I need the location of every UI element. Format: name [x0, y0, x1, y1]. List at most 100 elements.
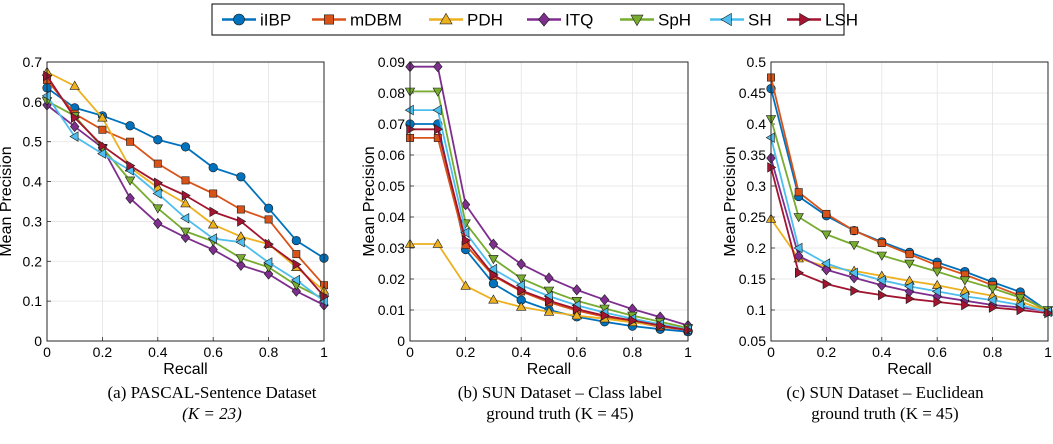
data-point — [933, 296, 943, 308]
y-tick-label: 0.3 — [747, 178, 767, 194]
y-tick-label: 0.06 — [378, 147, 405, 163]
series-sh — [41, 90, 328, 307]
data-point — [125, 121, 135, 131]
data-point — [850, 285, 860, 297]
data-point — [320, 291, 330, 302]
y-tick-label: 0.35 — [739, 147, 766, 163]
data-point — [987, 294, 997, 306]
data-point — [571, 310, 583, 320]
data-point — [931, 286, 941, 297]
data-point — [152, 204, 164, 214]
y-tick-label: 0.2 — [23, 253, 43, 269]
data-point — [793, 242, 803, 254]
caption-b-line2: ground truth (K = 45) — [486, 404, 634, 423]
caption-c: (c) SUN Dataset – Euclidean ground truth… — [735, 382, 1035, 424]
y-tick-label: 0.4 — [747, 116, 767, 132]
data-point — [263, 257, 273, 268]
plot-frame — [770, 61, 1049, 342]
data-point — [876, 251, 888, 261]
data-point — [154, 177, 164, 189]
legend-entry-sh: SH — [710, 11, 772, 30]
data-point — [235, 254, 247, 264]
data-point — [959, 291, 969, 302]
data-point — [98, 125, 107, 134]
data-point — [488, 294, 499, 304]
data-point — [180, 231, 191, 243]
legend-marker — [439, 12, 453, 25]
plot-frame — [46, 61, 325, 342]
data-point — [432, 104, 442, 116]
data-point — [69, 80, 80, 90]
data-point — [821, 230, 832, 240]
data-point — [263, 268, 274, 280]
data-point — [236, 205, 245, 214]
data-point — [461, 234, 471, 246]
data-point — [767, 162, 777, 173]
data-point — [152, 188, 162, 199]
data-point — [236, 172, 246, 182]
data-point — [264, 203, 274, 213]
data-point — [794, 188, 803, 197]
x-tick-label: 0.8 — [983, 344, 1003, 360]
data-point — [543, 286, 555, 296]
caption-b-line1: (b) SUN Dataset – Class label — [457, 383, 663, 402]
data-point — [848, 267, 858, 279]
data-point — [264, 238, 274, 250]
legend-label: mDBM — [350, 11, 402, 30]
x-tick-label: 0.6 — [203, 344, 223, 360]
data-point — [43, 70, 53, 82]
y-tick-label: 0.3 — [23, 213, 43, 229]
x-tick-label: 0.6 — [567, 344, 587, 360]
data-point — [572, 284, 582, 296]
y-tick-label: 0.05 — [739, 333, 766, 349]
legend-marker — [233, 13, 245, 26]
data-point — [460, 280, 471, 290]
data-point — [573, 303, 583, 315]
data-point — [544, 272, 554, 284]
data-point — [904, 259, 915, 269]
data-point — [959, 276, 971, 286]
data-point — [848, 241, 860, 251]
legend-label: SpH — [658, 11, 691, 30]
data-point — [235, 236, 245, 248]
data-point — [97, 112, 108, 122]
x-tick-label: 1 — [684, 344, 692, 360]
data-point — [488, 238, 499, 250]
series-sh — [765, 132, 1052, 318]
y-tick-label: 0.05 — [378, 178, 405, 194]
legend-label: PDH — [467, 11, 503, 30]
data-point — [153, 135, 163, 145]
x-tick-label: 1 — [1044, 344, 1052, 360]
data-point — [432, 87, 444, 97]
data-point — [208, 244, 218, 256]
legend: iIBP mDBM PDH ITQ SpH SH LSH — [211, 3, 858, 36]
y-tick-label: 0.5 — [23, 134, 43, 150]
data-point — [794, 250, 804, 262]
data-point — [545, 295, 555, 306]
legend-marker — [720, 12, 732, 27]
caption-b: (b) SUN Dataset – Class label ground tru… — [410, 382, 710, 424]
data-point — [97, 148, 107, 159]
y-tick-label: 0.1 — [23, 293, 43, 309]
caption-a-line2: (K = 23) — [182, 404, 242, 423]
x-tick-label: 0 — [406, 344, 414, 360]
data-point — [125, 192, 135, 204]
x-tick-label: 0 — [43, 344, 51, 360]
data-point — [404, 104, 414, 116]
data-point — [209, 206, 219, 218]
y-tick-label: 0.25 — [739, 209, 766, 225]
data-point — [69, 131, 79, 142]
data-point — [180, 198, 191, 208]
x-tick-label: 0.8 — [259, 344, 279, 360]
legend-marker — [324, 14, 334, 25]
data-point — [126, 137, 135, 146]
chart-panel-2: 0 0.2 0.4 0.6 0.8 1 0 0.01 0.02 0.03 0.04 0.05 0.06 0… — [361, 54, 694, 378]
y-tick-label: 0.5 — [747, 54, 767, 70]
data-point — [153, 217, 163, 230]
legend-entry-sph: SpH — [620, 11, 691, 30]
y-tick-label: 0.1 — [747, 302, 767, 318]
data-point — [180, 227, 191, 237]
data-point — [904, 281, 914, 292]
data-point — [434, 123, 444, 135]
y-tick-label: 0.09 — [378, 54, 405, 70]
